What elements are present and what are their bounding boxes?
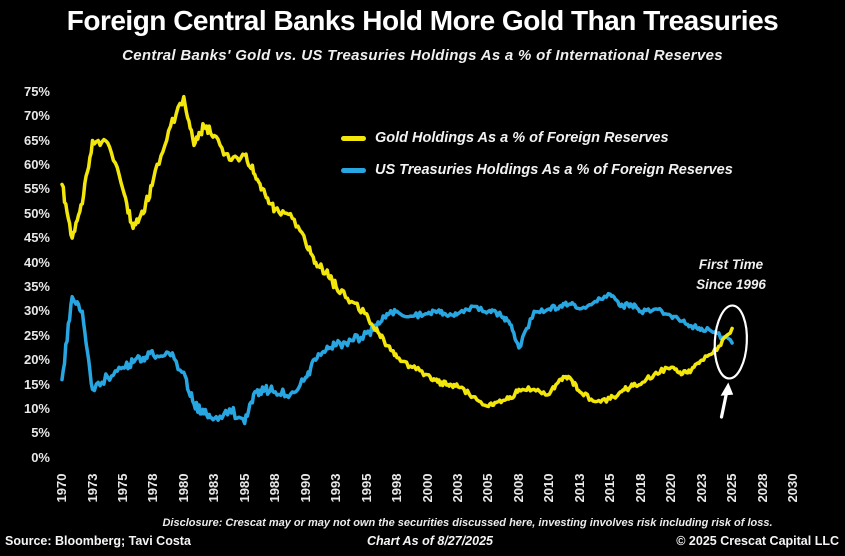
chart-subtitle: Central Banks' Gold vs. US Treasuries Ho… [122,47,723,64]
y-tick-label: 60% [23,156,50,172]
y-tick-label: 25% [23,327,50,343]
x-tick-label: 1985 [236,473,252,503]
chart-title: Foreign Central Banks Hold More Gold Tha… [66,5,779,36]
x-tick-label: 2005 [480,473,496,503]
y-tick-label: 35% [23,278,50,294]
x-tick-label: 1970 [54,473,69,503]
x-tick-label: 2030 [785,473,800,503]
legend-label-treasuries: US Treasuries Holdings As a % of Foreign… [375,162,733,178]
legend-item-gold: Gold Holdings As a % of Foreign Reserves [341,126,733,150]
legend-item-treasuries: US Treasuries Holdings As a % of Foreign… [341,158,733,182]
x-tick-label: 2013 [571,473,587,503]
x-tick-label: 2020 [663,473,679,503]
x-tick-label: 2000 [419,473,435,503]
y-tick-label: 40% [23,254,50,270]
annotation-graphics [713,304,748,419]
source-text: Source: Bloomberg; Tavi Costa [5,534,191,548]
y-tick-label: 10% [23,400,50,416]
y-tick-label: 50% [23,205,50,221]
x-tick-label: 1983 [206,473,222,503]
y-tick-label: 45% [23,230,50,246]
x-tick-label: 1975 [114,473,130,503]
x-tick-label: 2010 [541,473,557,503]
y-tick-label: 15% [23,376,50,392]
y-tick-label: 5% [31,425,50,441]
y-tick-label: 20% [23,352,50,368]
annotation-line-2: Since 1996 [696,277,766,292]
y-tick-label: 65% [23,132,50,148]
y-tick-label: 30% [23,303,50,319]
x-tick-label: 2025 [724,473,740,503]
x-tick-label: 1988 [267,473,283,503]
up-arrow-icon [719,382,734,419]
x-tick-label: 1973 [84,473,100,503]
y-tick-label: 75% [23,83,50,99]
legend: Gold Holdings As a % of Foreign Reserves… [341,126,733,190]
annotation-line-1: First Time [698,257,764,272]
y-tick-label: 55% [23,181,50,197]
x-tick-label: 1993 [328,473,344,503]
x-tick-label: 2028 [754,473,770,503]
x-tick-label: 2015 [602,473,618,503]
treasuries-line-swatch [341,167,366,173]
x-tick-label: 1980 [175,473,191,503]
x-tick-label: 1978 [145,473,161,503]
chart-line-treasuries [60,291,734,426]
x-tick-label: 2003 [450,473,465,503]
x-tick-label: 1995 [358,473,374,503]
chart-as-of-text: Chart As of 8/27/2025 [367,534,493,548]
disclosure-text: Disclosure: Crescat may or may not own t… [162,517,773,529]
annotation-text: First Time Since 1996 [671,255,791,295]
legend-label-gold: Gold Holdings As a % of Foreign Reserves [375,130,669,146]
x-tick-label: 2008 [510,473,526,503]
x-tick-label: 2023 [693,473,709,503]
gold-line-swatch [341,135,366,141]
y-tick-label: 70% [23,108,50,124]
highlight-ellipse [713,304,748,380]
y-tick-label: 0% [31,449,50,465]
x-tick-label: 1998 [389,473,404,503]
x-tick-label: 1990 [297,473,313,503]
x-tick-label: 2018 [632,473,648,503]
copyright-text: © 2025 Crescat Capital LLC [676,534,839,548]
